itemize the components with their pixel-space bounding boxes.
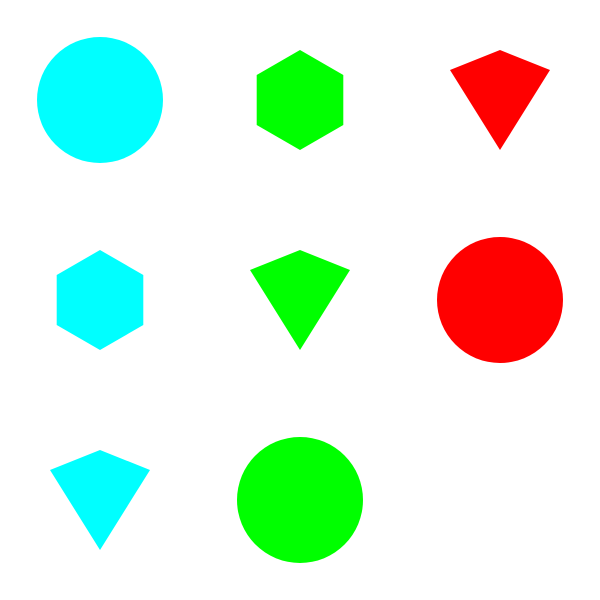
red-kite-shape xyxy=(450,50,550,150)
red-circle-shape xyxy=(437,237,563,363)
green-hexagon-shape xyxy=(256,50,344,150)
cyan-circle-shape xyxy=(37,37,163,163)
cyan-kite-shape xyxy=(50,450,150,550)
cyan-hexagon-shape xyxy=(56,250,144,350)
green-kite-shape xyxy=(250,250,350,350)
green-circle-shape xyxy=(237,437,363,563)
